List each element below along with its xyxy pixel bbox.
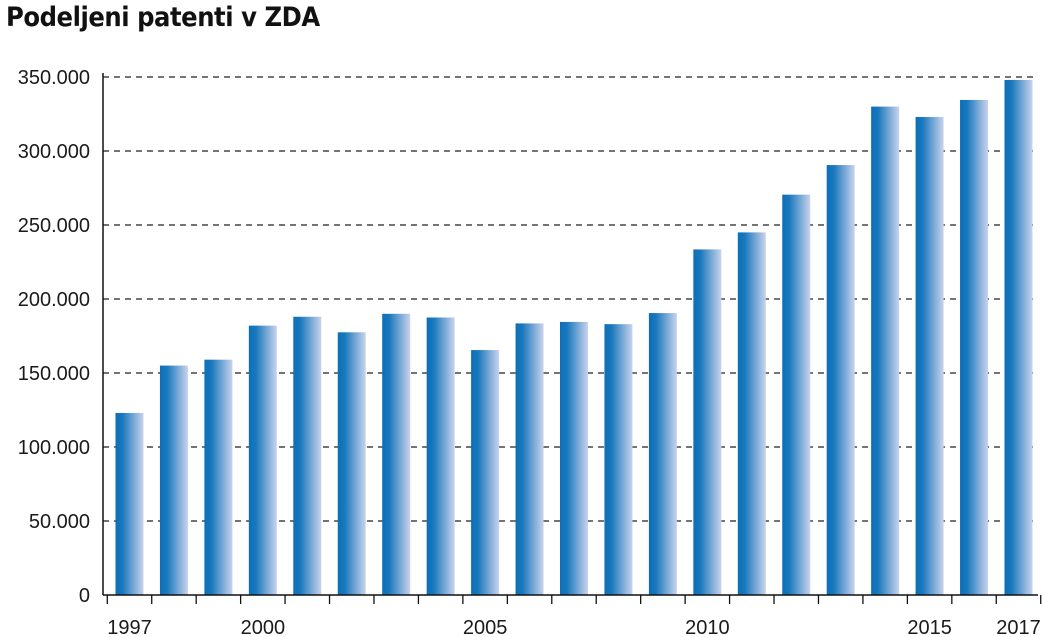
x-tick-label: 2017 xyxy=(996,617,1041,637)
bar-2000 xyxy=(248,325,277,595)
bar-2014 xyxy=(871,106,900,595)
bar-2003 xyxy=(382,313,411,595)
bar-2005 xyxy=(471,350,500,595)
bar-1998 xyxy=(159,365,188,595)
bar-2013 xyxy=(826,165,855,595)
x-tick-label: 2005 xyxy=(463,617,508,637)
y-tick-label: 50.000 xyxy=(29,511,90,533)
bar-1999 xyxy=(204,359,233,595)
y-tick-label: 0 xyxy=(79,585,90,607)
y-tick-labels: 0 50.000 100.000 150.000 200.000 250.000 300.0… xyxy=(18,67,90,607)
x-tick-label: 2015 xyxy=(907,617,952,637)
bar-2011 xyxy=(737,232,766,595)
bar-2008 xyxy=(604,324,633,595)
y-tick-label: 250.000 xyxy=(18,215,90,237)
bars xyxy=(115,79,1033,596)
bar-2001 xyxy=(293,316,322,595)
bar-2009 xyxy=(648,313,677,595)
bar-2006 xyxy=(515,323,544,595)
y-tick-label: 350.000 xyxy=(18,67,90,89)
x-tick-label: 2010 xyxy=(685,617,730,637)
y-tick-label: 100.000 xyxy=(18,437,90,459)
bar-1997 xyxy=(115,412,144,595)
x-tick-labels: 1997 2000 2005 2010 2015 2017 xyxy=(107,617,1041,637)
bar-2017 xyxy=(1004,79,1033,595)
chart-title: Podeljeni patenti v ZDA xyxy=(6,2,320,33)
bar-2016 xyxy=(960,99,989,595)
x-tick-label: 1997 xyxy=(107,617,152,637)
bar-2010 xyxy=(693,249,722,596)
y-tick-label: 200.000 xyxy=(18,289,90,311)
bar-2002 xyxy=(337,332,366,595)
bar-2007 xyxy=(560,321,588,595)
bar-2015 xyxy=(915,116,944,596)
y-tick-label: 300.000 xyxy=(18,141,90,163)
y-tick-label: 150.000 xyxy=(18,363,90,385)
bar-2012 xyxy=(782,194,811,595)
axes xyxy=(102,73,1042,604)
x-tick-label: 2000 xyxy=(241,617,286,637)
bar-2004 xyxy=(426,317,455,595)
